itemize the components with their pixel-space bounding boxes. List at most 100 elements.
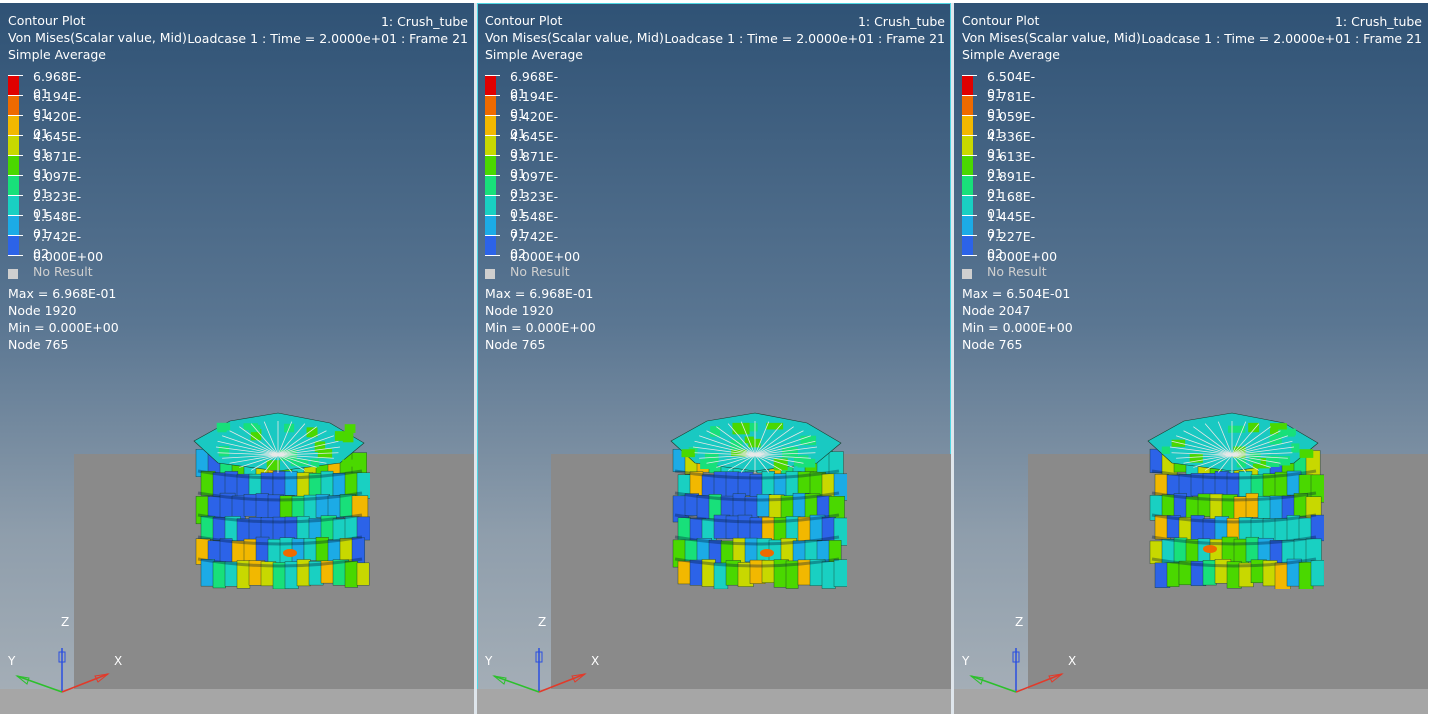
rigid-link <box>1183 430 1233 456</box>
min-node: Node 765 <box>485 337 546 352</box>
legend-value: 5.420E-01 <box>510 109 559 141</box>
result-type: Von Mises(Scalar value, Mid) <box>8 30 187 45</box>
legend-tick <box>8 255 23 256</box>
mesh-element <box>344 561 358 588</box>
fold-shading <box>674 491 840 502</box>
rigid-link <box>1176 454 1233 459</box>
rigid-link <box>699 435 756 456</box>
crush-tube-model[interactable] <box>190 411 373 590</box>
rigid-link <box>222 454 279 459</box>
legend-color-swatch <box>962 196 973 216</box>
cap-element <box>800 435 817 446</box>
mesh-element <box>284 471 298 496</box>
rigid-link <box>716 454 756 468</box>
graphics-viewport-2[interactable]: Contour Plot Von Mises(Scalar value, Mid… <box>477 3 951 714</box>
legend-value: 6.968E-01 <box>510 69 559 101</box>
legend-color-swatch <box>485 176 496 196</box>
model-mesh <box>193 412 373 590</box>
legend-value: 0.000E+00 <box>510 249 581 264</box>
rigid-link <box>754 440 816 456</box>
cap-element <box>704 452 719 464</box>
rigid-link <box>692 446 756 456</box>
rigid-link <box>754 435 811 456</box>
rigid-link <box>1231 452 1293 456</box>
legend-color-swatch <box>8 196 19 216</box>
cap-element <box>730 439 743 450</box>
cap-element <box>748 438 761 448</box>
model-mesh <box>1147 412 1328 592</box>
plot-title: Contour Plot <box>485 13 563 28</box>
graphics-viewport-1[interactable]: Contour Plot Von Mises(Scalar value, Mid… <box>0 3 474 714</box>
legend-value: 6.968E-01 <box>33 69 82 101</box>
loadcase-info: Loadcase 1 : Time = 2.0000e+01 : Frame 2… <box>664 31 945 46</box>
mesh-element <box>296 559 311 587</box>
rigid-link <box>754 423 783 456</box>
legend-value: 6.504E-01 <box>987 69 1036 101</box>
max-node: Node 2047 <box>962 303 1031 318</box>
mesh-element <box>1166 562 1180 587</box>
mesh-element <box>212 517 227 541</box>
axis-triad[interactable]: Z Y X <box>482 608 612 703</box>
legend-value: 5.059E-01 <box>987 109 1036 141</box>
mesh-element <box>744 537 758 563</box>
legend-value: 3.097E-01 <box>510 169 559 201</box>
mesh-element <box>255 493 269 520</box>
fold-shading <box>197 535 363 546</box>
mesh-element <box>272 471 287 498</box>
axis-x-label: X <box>591 654 600 668</box>
cap-element <box>710 426 721 437</box>
legend-tick <box>962 135 977 136</box>
legend-tick <box>485 235 500 236</box>
legend-color-swatch <box>8 236 19 256</box>
rigid-link <box>1231 454 1281 464</box>
loadcase-info: Loadcase 1 : Time = 2.0000e+01 : Frame 2… <box>1141 31 1422 46</box>
rigid-link <box>277 454 293 473</box>
mesh-element <box>356 562 370 586</box>
plot-title-block: Contour Plot Von Mises(Scalar value, Mid… <box>485 12 664 63</box>
fold-shading <box>1151 557 1317 568</box>
mesh-element <box>1310 560 1325 587</box>
crush-tube-model[interactable] <box>667 411 850 590</box>
rigid-link <box>754 430 804 456</box>
legend-color-swatch <box>8 76 19 96</box>
rigid-link <box>1231 430 1281 456</box>
crush-tube-model[interactable] <box>1144 411 1328 592</box>
legend-value: 6.194E-01 <box>510 89 559 121</box>
axis-triad[interactable]: Z Y X <box>5 608 135 703</box>
max-min-block: Max = 6.968E-01 Node 1920 Min = 0.000E+0… <box>485 285 596 353</box>
cap-element <box>216 422 231 431</box>
model-name: 1: Crush_tube <box>1334 14 1422 29</box>
cap-element <box>250 428 262 441</box>
fold-shading <box>197 557 363 568</box>
rigid-link <box>1231 423 1260 456</box>
mesh-element <box>833 559 849 587</box>
rigid-link <box>754 452 816 456</box>
rigid-link <box>754 454 783 471</box>
cap-element <box>342 459 361 467</box>
cap-element <box>700 459 718 470</box>
legend-tick <box>8 75 23 76</box>
graphics-viewport-3[interactable]: Contour Plot Von Mises(Scalar value, Mid… <box>954 3 1428 714</box>
viewport-separator[interactable] <box>474 3 477 714</box>
legend-color-swatch <box>485 136 496 156</box>
legend-value: 2.323E-01 <box>33 189 82 221</box>
viewport-separator[interactable] <box>951 3 954 714</box>
axis-z-label: Z <box>61 615 70 629</box>
cap-element <box>314 441 326 453</box>
model-info-block: 1: Crush_tube Loadcase 1 : Time = 2.0000… <box>1141 13 1422 47</box>
model-info-block: 1: Crush_tube Loadcase 1 : Time = 2.0000… <box>187 13 468 47</box>
rigid-link <box>1231 454 1288 459</box>
legend-color-swatch <box>8 116 19 136</box>
legend-value: 0.000E+00 <box>987 249 1058 264</box>
no-result-swatch <box>485 269 495 279</box>
result-type: Von Mises(Scalar value, Mid) <box>485 30 664 45</box>
fold-shading <box>1151 469 1317 480</box>
legend-value: 2.168E-01 <box>987 189 1036 221</box>
legend-value: 7.742E-02 <box>510 229 559 261</box>
cap-element <box>1299 449 1314 458</box>
axis-triad-graphic <box>15 648 110 693</box>
axis-x-label: X <box>1068 654 1077 668</box>
rigid-link <box>754 426 794 456</box>
axis-triad[interactable]: Z Y X <box>959 608 1089 703</box>
